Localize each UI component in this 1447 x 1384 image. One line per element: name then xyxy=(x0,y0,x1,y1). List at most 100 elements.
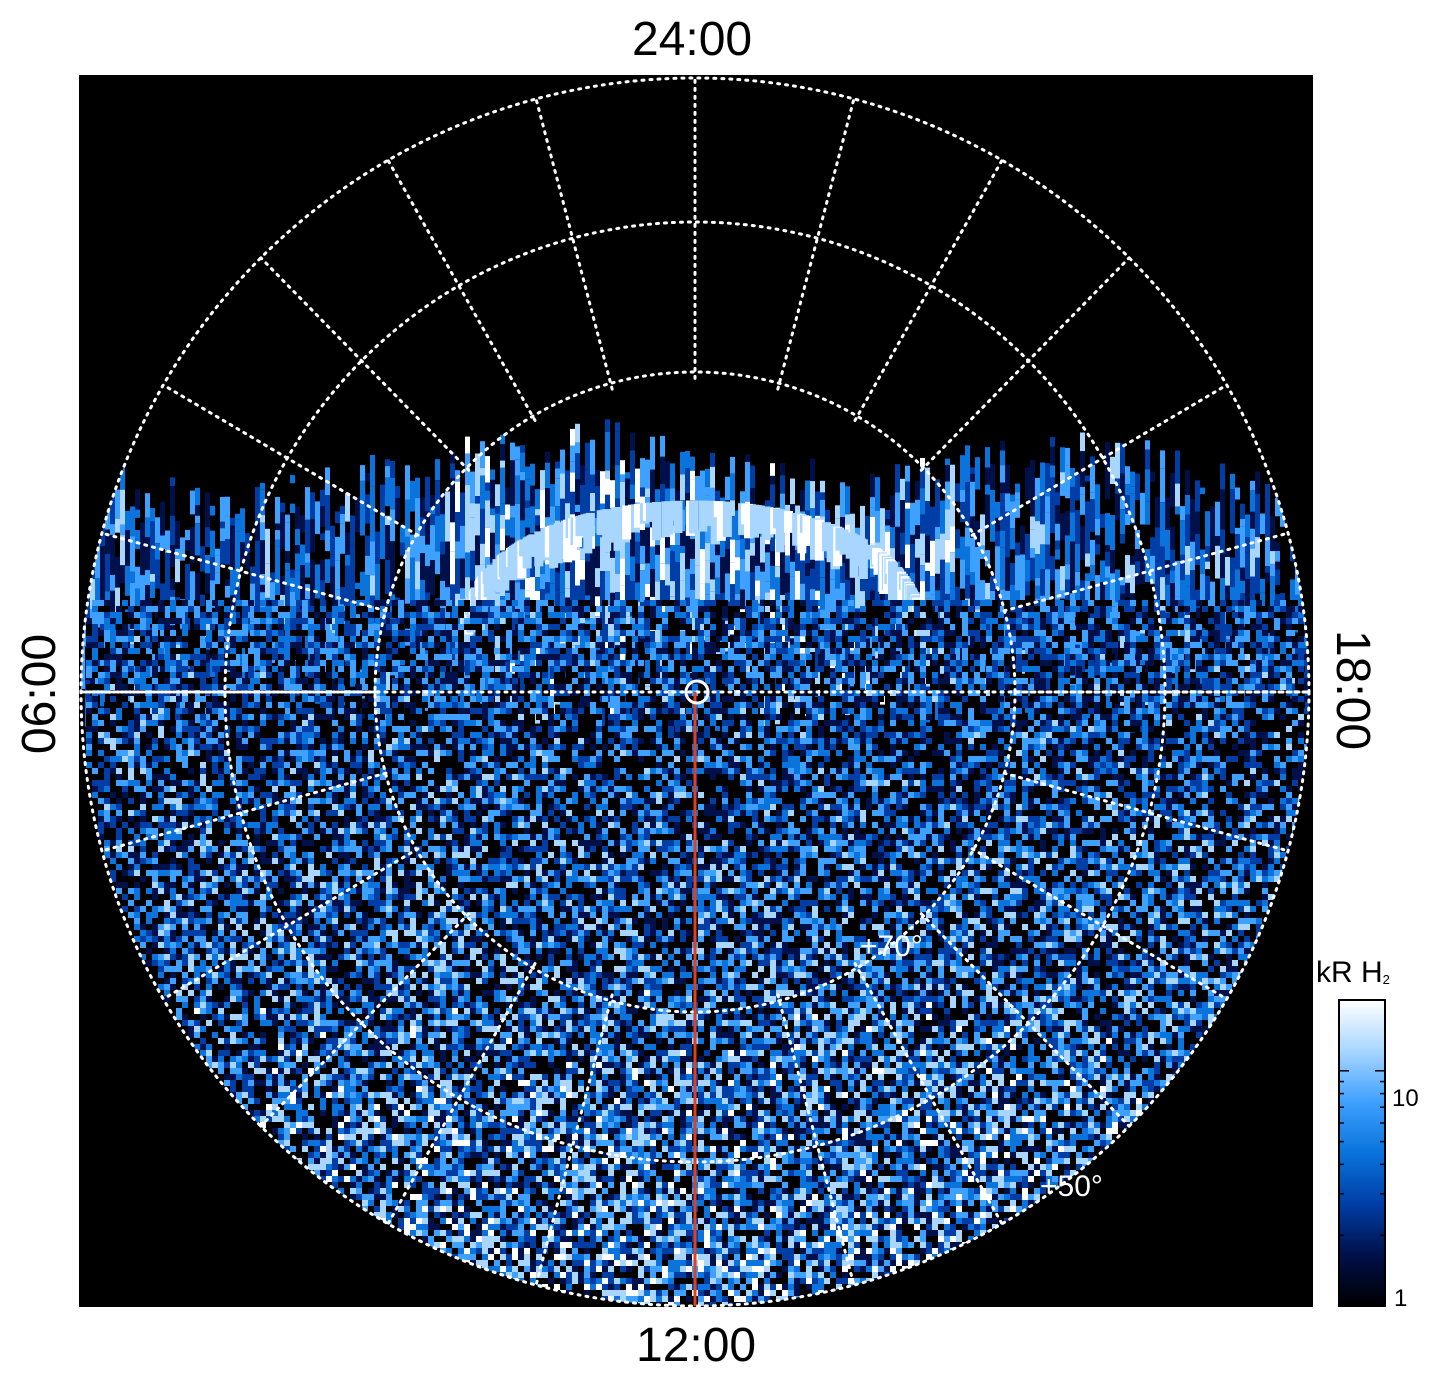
emission-pixel xyxy=(1124,660,1130,666)
emission-pixel xyxy=(674,654,680,660)
emission-pixel xyxy=(1120,473,1125,497)
emission-pixel xyxy=(660,563,665,581)
emission-pixel xyxy=(445,587,450,610)
emission-pixel xyxy=(1000,493,1005,501)
emission-pixel xyxy=(1000,450,1005,466)
emission-pixel xyxy=(362,672,368,678)
emission-pixel xyxy=(1166,624,1172,630)
emission-pixel xyxy=(1120,585,1125,594)
emission-pixel xyxy=(776,612,782,618)
emission-pixel xyxy=(1016,648,1022,654)
emission-pixel xyxy=(788,624,794,630)
emission-pixel xyxy=(150,508,155,522)
emission-pixel xyxy=(235,650,240,673)
emission-pixel xyxy=(128,606,134,612)
emission-pixel xyxy=(120,467,125,490)
emission-pixel xyxy=(1055,505,1060,524)
emission-pixel xyxy=(1052,624,1058,630)
emission-pixel xyxy=(1215,545,1220,579)
emission-pixel xyxy=(608,606,614,612)
emission-pixel xyxy=(840,635,845,663)
emission-pixel xyxy=(215,548,220,556)
emission-pixel xyxy=(405,536,410,551)
emission-pixel xyxy=(220,541,225,564)
emission-pixel xyxy=(1040,654,1046,660)
emission-pixel xyxy=(645,535,650,564)
emission-pixel xyxy=(386,666,392,672)
emission-pixel xyxy=(512,654,518,660)
emission-pixel xyxy=(510,517,515,538)
emission-pixel xyxy=(780,463,785,476)
emission-pixel xyxy=(790,638,795,645)
emission-pixel xyxy=(938,630,944,636)
emission-pixel xyxy=(668,678,674,684)
emission-pixel xyxy=(440,684,446,690)
emission-pixel xyxy=(915,481,920,500)
emission-pixel xyxy=(470,642,476,648)
emission-pixel xyxy=(422,618,428,624)
emission-pixel xyxy=(1145,549,1150,574)
emission-pixel xyxy=(824,660,830,666)
emission-pixel xyxy=(464,618,470,624)
emission-pixel xyxy=(135,549,140,557)
emission-pixel xyxy=(896,618,902,624)
emission-pixel xyxy=(975,457,980,490)
emission-pixel xyxy=(1280,618,1286,624)
emission-pixel xyxy=(386,612,392,618)
emission-pixel xyxy=(1082,618,1088,624)
emission-pixel xyxy=(932,678,938,684)
emission-pixel xyxy=(242,600,248,606)
emission-pixel xyxy=(885,519,890,526)
emission-pixel xyxy=(590,672,596,678)
emission-pixel xyxy=(128,648,134,654)
emission-pixel xyxy=(980,630,986,636)
emission-pixel xyxy=(665,461,670,489)
emission-pixel xyxy=(560,654,566,660)
emission-pixel xyxy=(395,486,400,498)
emission-pixel xyxy=(710,606,716,612)
emission-pixel xyxy=(554,666,560,672)
emission-pixel xyxy=(690,558,695,575)
emission-pixel xyxy=(548,654,554,660)
emission-pixel xyxy=(845,514,850,525)
emission-pixel xyxy=(566,618,572,624)
emission-pixel xyxy=(1226,660,1232,666)
emission-pixel xyxy=(482,648,488,654)
emission-pixel xyxy=(830,598,835,623)
emission-pixel xyxy=(415,649,420,656)
emission-pixel xyxy=(968,606,974,612)
emission-pixel xyxy=(1220,678,1226,684)
emission-pixel xyxy=(788,666,794,672)
emission-pixel xyxy=(465,436,470,454)
emission-pixel xyxy=(1220,660,1226,666)
emission-pixel xyxy=(890,660,896,666)
emission-pixel xyxy=(1080,432,1085,452)
emission-pixel xyxy=(524,672,530,678)
emission-pixel xyxy=(1160,546,1165,578)
emission-pixel xyxy=(425,476,430,512)
emission-pixel xyxy=(1016,666,1022,672)
emission-pixel xyxy=(420,579,425,614)
emission-pixel xyxy=(1275,497,1280,517)
emission-pixel xyxy=(722,654,728,660)
emission-pixel xyxy=(134,660,140,666)
emission-pixel xyxy=(1082,600,1088,606)
emission-pixel xyxy=(710,452,715,467)
emission-pixel xyxy=(1145,582,1150,616)
emission-pixel xyxy=(1052,672,1058,678)
emission-pixel xyxy=(1265,581,1270,614)
emission-pixel xyxy=(140,642,146,648)
emission-pixel xyxy=(385,459,390,467)
emission-pixel xyxy=(1130,630,1136,636)
emission-pixel xyxy=(350,686,355,713)
emission-pixel xyxy=(1060,521,1065,541)
emission-pixel xyxy=(615,465,620,499)
emission-pixel xyxy=(260,522,265,541)
emission-pixel xyxy=(560,606,566,612)
emission-pixel xyxy=(608,618,614,624)
emission-pixel xyxy=(1065,498,1070,511)
emission-pixel xyxy=(410,660,416,666)
emission-pixel xyxy=(614,636,620,642)
emission-pixel xyxy=(530,495,535,507)
